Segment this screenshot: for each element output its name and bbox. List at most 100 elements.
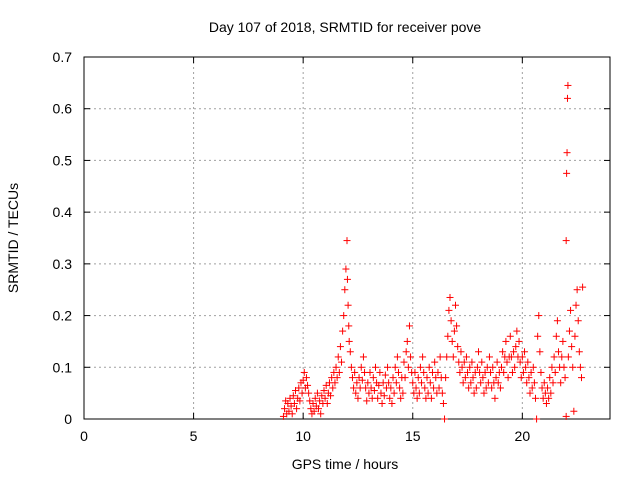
y-axis-label: SRMTID / TECUs: [5, 183, 21, 293]
data-point: [335, 368, 343, 376]
data-point: [551, 368, 559, 376]
data-point: [387, 384, 395, 392]
data-point: [564, 81, 572, 89]
data-point: [550, 353, 558, 361]
data-point: [403, 337, 411, 345]
data-point: [565, 327, 573, 335]
data-point: [327, 392, 335, 400]
y-tick-label: 0.4: [53, 204, 73, 220]
data-point: [397, 394, 405, 402]
data-point: [442, 374, 450, 382]
data-point: [516, 358, 524, 366]
data-point: [399, 389, 407, 397]
data-point: [338, 358, 346, 366]
data-point: [528, 384, 536, 392]
data-point: [488, 384, 496, 392]
data-point: [537, 368, 545, 376]
y-tick-label: 0.1: [53, 359, 73, 375]
data-point: [446, 293, 454, 301]
data-point: [420, 368, 428, 376]
data-point: [467, 379, 475, 387]
data-point: [385, 379, 393, 387]
data-point: [504, 374, 512, 382]
data-point: [345, 322, 353, 330]
data-point: [305, 389, 313, 397]
data-point: [499, 348, 507, 356]
data-point: [366, 368, 374, 376]
data-point: [378, 399, 386, 407]
data-point: [492, 374, 500, 382]
data-point: [571, 332, 579, 340]
data-point: [464, 368, 472, 376]
data-point: [423, 374, 431, 382]
data-point: [564, 353, 572, 361]
data-point: [531, 394, 539, 402]
data-point: [404, 363, 412, 371]
data-point: [533, 415, 541, 423]
data-point: [293, 405, 301, 413]
data-points: [279, 81, 587, 423]
data-point: [542, 399, 550, 407]
data-point: [386, 394, 394, 402]
data-point: [524, 358, 532, 366]
data-point: [546, 374, 554, 382]
data-point: [426, 379, 434, 387]
data-point: [487, 368, 495, 376]
data-point: [521, 348, 529, 356]
data-point: [436, 353, 444, 361]
data-point: [343, 237, 351, 245]
data-point: [517, 374, 525, 382]
data-point: [503, 358, 511, 366]
data-point: [552, 332, 560, 340]
data-point: [384, 363, 392, 371]
data-point: [443, 353, 451, 361]
data-point: [434, 368, 442, 376]
data-point: [553, 317, 561, 325]
data-point: [300, 368, 308, 376]
data-point: [450, 327, 458, 335]
data-point: [445, 306, 453, 314]
data-point: [401, 374, 409, 382]
data-point: [390, 389, 398, 397]
data-point: [345, 337, 353, 345]
data-point: [411, 368, 419, 376]
data-point: [402, 348, 410, 356]
data-point: [515, 337, 523, 345]
data-point: [562, 237, 570, 245]
data-point: [456, 368, 464, 376]
data-point: [530, 379, 538, 387]
data-point: [364, 379, 372, 387]
data-point: [323, 399, 331, 407]
data-point: [579, 283, 587, 291]
data-point: [462, 353, 470, 361]
data-point: [453, 322, 461, 330]
data-point: [416, 363, 424, 371]
data-point: [575, 348, 583, 356]
data-point: [427, 394, 435, 402]
data-point: [562, 412, 570, 420]
data-point: [359, 353, 367, 361]
data-point: [376, 368, 384, 376]
data-point: [346, 348, 354, 356]
data-point: [350, 384, 358, 392]
data-point: [380, 392, 388, 400]
data-point: [554, 348, 562, 356]
data-point: [281, 405, 289, 413]
axis-ticks: 0 5 10 15 20 0 0.1 0.2 0.3 0.4 0.5 0.6 0.7: [53, 49, 610, 444]
data-point: [407, 353, 415, 361]
data-point: [431, 358, 439, 366]
data-point: [559, 337, 567, 345]
chart-title: Day 107 of 2018, SRMTID for receiver pov…: [209, 19, 482, 35]
data-point: [518, 353, 526, 361]
data-point: [574, 317, 582, 325]
data-point: [295, 384, 303, 392]
data-point: [498, 363, 506, 371]
data-point: [304, 381, 312, 389]
data-point: [352, 389, 360, 397]
data-point: [438, 389, 446, 397]
data-point: [479, 374, 487, 382]
y-tick-label: 0.5: [53, 152, 73, 168]
data-point: [493, 358, 501, 366]
data-point: [336, 343, 344, 351]
data-point: [544, 384, 552, 392]
